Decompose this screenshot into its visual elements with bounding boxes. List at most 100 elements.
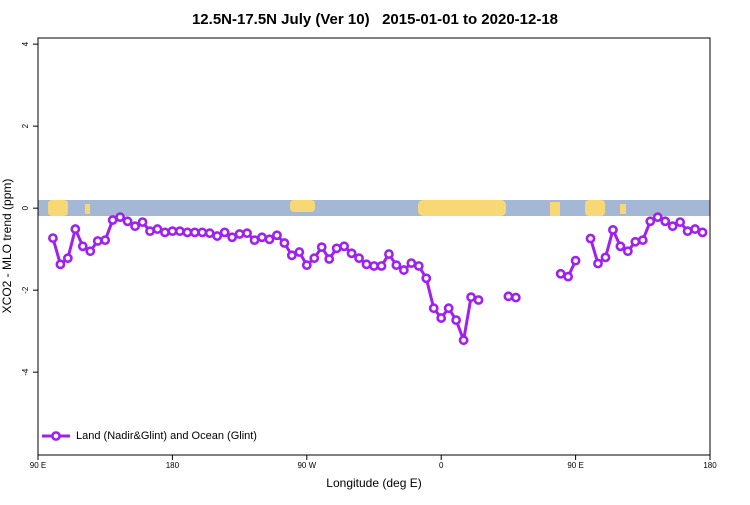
data-point xyxy=(376,261,387,271)
data-point xyxy=(675,217,686,228)
data-point xyxy=(107,215,118,225)
data-point xyxy=(354,253,364,264)
land xyxy=(290,200,315,212)
data-point xyxy=(227,232,238,243)
x-tick-label: 180 xyxy=(166,461,180,470)
data-point xyxy=(391,260,402,271)
data-point xyxy=(272,230,282,241)
data-point xyxy=(652,212,663,223)
data-point xyxy=(219,227,230,238)
y-tick-label: 2 xyxy=(21,123,30,128)
legend-label: Land (Nadir&Glint) and Ocean (Glint) xyxy=(76,430,257,442)
data-point xyxy=(451,315,462,326)
data-point xyxy=(309,253,320,264)
data-point xyxy=(645,216,656,227)
data-point xyxy=(316,242,327,253)
data-point xyxy=(570,255,581,266)
x-tick-label: 0 xyxy=(439,461,444,470)
land xyxy=(48,200,68,216)
data-point xyxy=(197,227,208,238)
y-tick-label: -2 xyxy=(21,286,30,294)
data-point xyxy=(249,235,260,246)
land xyxy=(550,202,560,216)
land xyxy=(85,204,90,214)
data-point xyxy=(264,234,275,245)
data-point xyxy=(436,313,447,323)
data-point xyxy=(615,241,626,252)
data-point xyxy=(257,232,267,243)
data-point xyxy=(600,252,611,263)
data-point xyxy=(413,261,424,271)
data-point xyxy=(339,241,350,252)
data-point xyxy=(428,303,439,314)
data-point xyxy=(189,227,200,238)
data-point xyxy=(242,228,252,239)
data-point xyxy=(510,292,521,303)
data-point xyxy=(70,224,81,234)
y-tick-label: 4 xyxy=(21,41,30,46)
data-point xyxy=(182,227,193,238)
legend-marker xyxy=(51,431,61,441)
data-point xyxy=(346,248,357,259)
data-point xyxy=(622,246,633,257)
data-point xyxy=(62,253,73,264)
data-point xyxy=(331,243,342,254)
data-point xyxy=(279,238,290,248)
land xyxy=(418,200,506,216)
x-tick-label: 90 W xyxy=(297,461,316,470)
data-point xyxy=(286,250,297,261)
data-point xyxy=(369,261,379,271)
y-tick-label: 0 xyxy=(21,205,30,210)
data-point xyxy=(466,292,476,303)
x-tick-label: 90 E xyxy=(30,461,46,470)
map-band xyxy=(38,200,710,216)
data-point xyxy=(212,231,223,241)
data-point xyxy=(593,258,603,269)
data-point xyxy=(145,226,155,237)
chart-title: 12.5N-17.5N July (Ver 10) 2015-01-01 to … xyxy=(192,11,558,28)
data-point xyxy=(167,226,178,237)
plot-frame xyxy=(37,37,711,456)
data-point xyxy=(398,265,409,275)
x-tick-label: 180 xyxy=(703,461,717,470)
data-point xyxy=(660,216,671,227)
data-point xyxy=(630,236,641,247)
data-point xyxy=(458,335,469,346)
land xyxy=(620,204,626,214)
y-axis-label: XCO2 - MLO trend (ppm) xyxy=(0,179,14,314)
data-point xyxy=(160,227,170,238)
data-point xyxy=(130,221,140,232)
data-point xyxy=(697,227,708,238)
data-point xyxy=(473,295,484,305)
data-point xyxy=(555,268,566,279)
data-point xyxy=(361,259,372,270)
x-tick-label: 90 E xyxy=(567,461,583,470)
land xyxy=(585,200,605,216)
data-point xyxy=(85,246,96,257)
data-point xyxy=(301,260,312,271)
data-point xyxy=(92,236,103,246)
data-point xyxy=(690,224,700,234)
data-point xyxy=(55,259,66,270)
data-point xyxy=(204,228,215,239)
data-point xyxy=(421,273,432,284)
data-point xyxy=(637,235,648,246)
data-point xyxy=(152,224,163,234)
x-axis-label: Longitude (deg E) xyxy=(326,476,421,490)
data-point xyxy=(608,224,618,235)
data-point xyxy=(563,271,574,282)
data-point xyxy=(406,258,417,269)
data-point xyxy=(122,216,133,227)
data-point xyxy=(503,291,514,302)
data-point xyxy=(115,212,126,223)
data-point xyxy=(174,226,185,237)
y-tick-label: -4 xyxy=(21,368,30,376)
data-point xyxy=(137,217,148,228)
data-point xyxy=(585,233,596,244)
data-point xyxy=(100,235,111,246)
data-point xyxy=(77,241,88,252)
data-point xyxy=(48,233,58,243)
data-point xyxy=(667,221,678,232)
